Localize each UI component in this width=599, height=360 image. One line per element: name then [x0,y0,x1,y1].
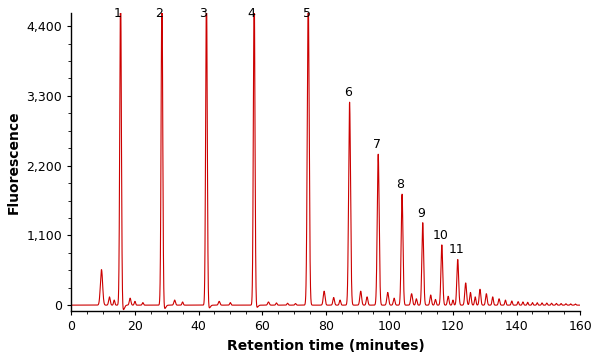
Text: 3: 3 [199,8,207,21]
Text: 4: 4 [247,8,255,21]
Text: 1: 1 [113,8,122,21]
X-axis label: Retention time (minutes): Retention time (minutes) [227,339,425,353]
Text: 2: 2 [155,8,163,21]
Text: 5: 5 [302,8,311,21]
Text: 7: 7 [373,138,380,151]
Text: 9: 9 [418,207,425,220]
Text: 6: 6 [344,86,352,99]
Text: 8: 8 [397,178,404,191]
Y-axis label: Fluorescence: Fluorescence [7,111,21,214]
Text: 10: 10 [432,229,448,242]
Text: 11: 11 [448,243,464,256]
